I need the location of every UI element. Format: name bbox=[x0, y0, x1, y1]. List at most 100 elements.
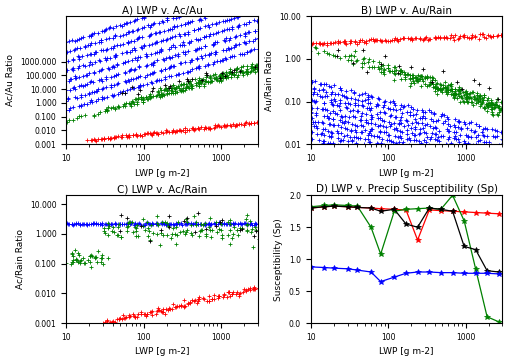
Point bbox=[405, 142, 413, 148]
Point bbox=[427, 80, 435, 86]
Point bbox=[71, 94, 79, 100]
Point bbox=[455, 88, 463, 94]
Point bbox=[68, 221, 76, 227]
Point bbox=[92, 88, 101, 94]
Point bbox=[353, 108, 361, 114]
Point bbox=[186, 299, 195, 305]
Point bbox=[421, 122, 429, 128]
Point bbox=[425, 161, 433, 167]
Point bbox=[341, 40, 349, 46]
Point bbox=[196, 65, 204, 71]
Point bbox=[95, 77, 103, 83]
Point bbox=[434, 87, 442, 92]
Point bbox=[488, 158, 496, 164]
Point bbox=[169, 302, 177, 307]
Point bbox=[232, 69, 240, 75]
Point bbox=[165, 224, 173, 230]
Point bbox=[76, 258, 84, 264]
Point bbox=[377, 38, 385, 43]
Point bbox=[215, 73, 223, 79]
Point bbox=[375, 96, 383, 102]
Point bbox=[220, 27, 228, 33]
Point bbox=[169, 54, 177, 60]
Point bbox=[492, 172, 500, 178]
Point bbox=[175, 71, 183, 77]
Point bbox=[489, 112, 497, 118]
Point bbox=[172, 241, 180, 247]
Point bbox=[187, 232, 196, 238]
Point bbox=[182, 229, 190, 235]
Point bbox=[306, 42, 314, 47]
Point bbox=[227, 16, 235, 22]
Point bbox=[396, 68, 404, 74]
Point bbox=[436, 86, 444, 92]
Point bbox=[243, 227, 251, 233]
Point bbox=[201, 78, 209, 84]
Point bbox=[107, 135, 115, 141]
Point bbox=[463, 34, 471, 40]
Point bbox=[161, 76, 169, 81]
Point bbox=[139, 216, 147, 222]
Point bbox=[96, 68, 104, 74]
Point bbox=[431, 144, 439, 150]
Point bbox=[453, 79, 461, 85]
Point bbox=[158, 91, 166, 97]
Point bbox=[442, 34, 450, 40]
Point bbox=[164, 222, 172, 228]
Point bbox=[202, 70, 210, 76]
Point bbox=[360, 55, 368, 61]
Point bbox=[245, 121, 253, 127]
Point bbox=[242, 216, 250, 222]
Point bbox=[405, 163, 414, 168]
Point bbox=[243, 69, 251, 75]
Point bbox=[130, 313, 138, 319]
Point bbox=[474, 168, 482, 174]
Point bbox=[103, 55, 111, 61]
Point bbox=[184, 48, 192, 54]
Point bbox=[392, 114, 400, 119]
Point bbox=[181, 21, 189, 27]
Point bbox=[97, 259, 105, 265]
Point bbox=[396, 133, 404, 139]
Point bbox=[467, 180, 475, 186]
Point bbox=[92, 220, 101, 226]
Point bbox=[169, 128, 177, 134]
Point bbox=[116, 221, 124, 227]
Point bbox=[396, 106, 404, 111]
Point bbox=[193, 55, 201, 61]
Point bbox=[333, 128, 341, 134]
Point bbox=[72, 220, 80, 226]
Point bbox=[229, 122, 237, 127]
Point bbox=[119, 21, 128, 27]
Point bbox=[404, 122, 412, 128]
Point bbox=[223, 122, 231, 128]
Point bbox=[250, 286, 258, 292]
Y-axis label: Susceptibility (Sp): Susceptibility (Sp) bbox=[274, 218, 283, 300]
Point bbox=[100, 95, 108, 101]
Point bbox=[478, 95, 486, 101]
Point bbox=[155, 49, 163, 55]
Point bbox=[432, 151, 440, 157]
Point bbox=[83, 72, 91, 77]
Point bbox=[419, 79, 427, 84]
Point bbox=[255, 236, 263, 242]
Point bbox=[424, 148, 432, 153]
Point bbox=[358, 37, 366, 43]
Point bbox=[323, 93, 331, 99]
Point bbox=[222, 72, 230, 77]
Point bbox=[402, 117, 410, 123]
Point bbox=[362, 40, 370, 46]
Point bbox=[91, 221, 100, 227]
Point bbox=[474, 147, 482, 153]
Point bbox=[380, 143, 388, 148]
Point bbox=[447, 154, 455, 160]
Point bbox=[97, 76, 105, 82]
Point bbox=[376, 129, 385, 134]
Point bbox=[334, 142, 342, 148]
Point bbox=[482, 164, 490, 170]
Point bbox=[483, 108, 491, 114]
Point bbox=[441, 152, 450, 158]
Point bbox=[473, 143, 482, 149]
Point bbox=[252, 227, 261, 233]
Point bbox=[493, 128, 501, 134]
